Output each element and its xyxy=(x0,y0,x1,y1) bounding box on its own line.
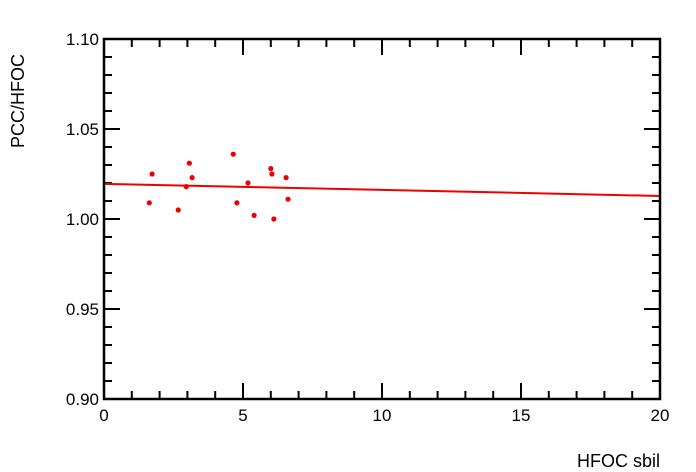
y-tick-label: 1.05 xyxy=(66,120,99,139)
y-axis-title: PCC/HFOC xyxy=(8,54,28,148)
data-point xyxy=(271,216,277,222)
data-point xyxy=(269,171,275,177)
data-point xyxy=(268,166,274,172)
y-tick-label: 0.95 xyxy=(66,300,99,319)
data-point xyxy=(251,212,257,218)
tick-labels: 0 5 10 15 20 0.90 0.95 1.00 1.05 1.10 xyxy=(66,30,670,425)
data-points xyxy=(146,151,291,222)
data-point xyxy=(149,171,155,177)
x-axis-title: HFOC sbil xyxy=(577,451,660,471)
data-point xyxy=(285,196,291,202)
y-tick-label: 1.00 xyxy=(66,210,99,229)
axis-ticks xyxy=(103,38,661,400)
x-tick-label: 5 xyxy=(238,406,247,425)
data-point xyxy=(186,160,192,166)
x-tick-label: 10 xyxy=(373,406,392,425)
fit-line-layer xyxy=(103,182,661,197)
data-point xyxy=(230,151,236,157)
y-tick-label: 0.90 xyxy=(66,390,99,409)
data-point xyxy=(146,200,152,206)
data-point xyxy=(245,180,251,186)
data-point xyxy=(175,207,181,213)
x-tick-label: 15 xyxy=(512,406,531,425)
y-tick-label: 1.10 xyxy=(66,30,99,49)
data-point xyxy=(189,175,195,181)
fit-line xyxy=(103,182,661,197)
data-point xyxy=(283,175,289,181)
data-point xyxy=(234,200,240,206)
data-point xyxy=(183,184,189,190)
x-tick-label: 0 xyxy=(99,406,108,425)
plot-frame xyxy=(102,37,662,401)
x-tick-label: 20 xyxy=(651,406,670,425)
